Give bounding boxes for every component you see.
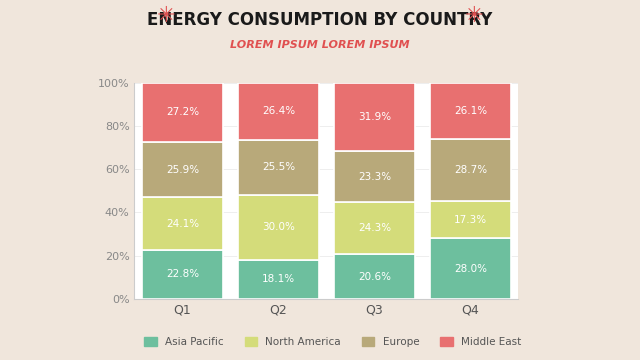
Text: LOREM IPSUM LOREM IPSUM: LOREM IPSUM LOREM IPSUM [230,40,410,50]
Text: 25.9%: 25.9% [166,165,199,175]
Text: 25.5%: 25.5% [262,162,295,172]
Legend: Asia Pacific, North America, Europe, Middle East: Asia Pacific, North America, Europe, Mid… [140,333,525,351]
Text: 22.8%: 22.8% [166,269,199,279]
Bar [141,249,223,299]
Text: ✳: ✳ [157,6,176,26]
Text: 26.1%: 26.1% [454,106,487,116]
Text: 28.7%: 28.7% [454,165,487,175]
Bar [237,140,319,195]
Bar [237,260,319,299]
Text: ✳: ✳ [464,6,483,26]
Text: ENERGY CONSUMPTION BY COUNTRY: ENERGY CONSUMPTION BY COUNTRY [147,11,493,29]
Text: 23.3%: 23.3% [358,172,391,182]
Bar [429,201,511,238]
Bar [141,141,223,198]
Text: 24.1%: 24.1% [166,219,199,229]
Text: 28.0%: 28.0% [454,264,487,274]
Text: 17.3%: 17.3% [454,215,487,225]
Bar [429,139,511,201]
Bar [237,195,319,260]
Text: 30.0%: 30.0% [262,222,295,232]
Text: 24.3%: 24.3% [358,223,391,233]
Text: 18.1%: 18.1% [262,274,295,284]
Bar [429,82,511,139]
Bar [333,82,415,152]
Bar [141,83,223,141]
Text: 27.2%: 27.2% [166,107,199,117]
Bar [429,238,511,299]
Bar [141,198,223,249]
Bar [333,202,415,254]
Text: 31.9%: 31.9% [358,112,391,122]
Bar [333,152,415,202]
Bar [333,254,415,299]
Bar [237,83,319,140]
Text: 26.4%: 26.4% [262,106,295,116]
Text: 20.6%: 20.6% [358,271,391,282]
